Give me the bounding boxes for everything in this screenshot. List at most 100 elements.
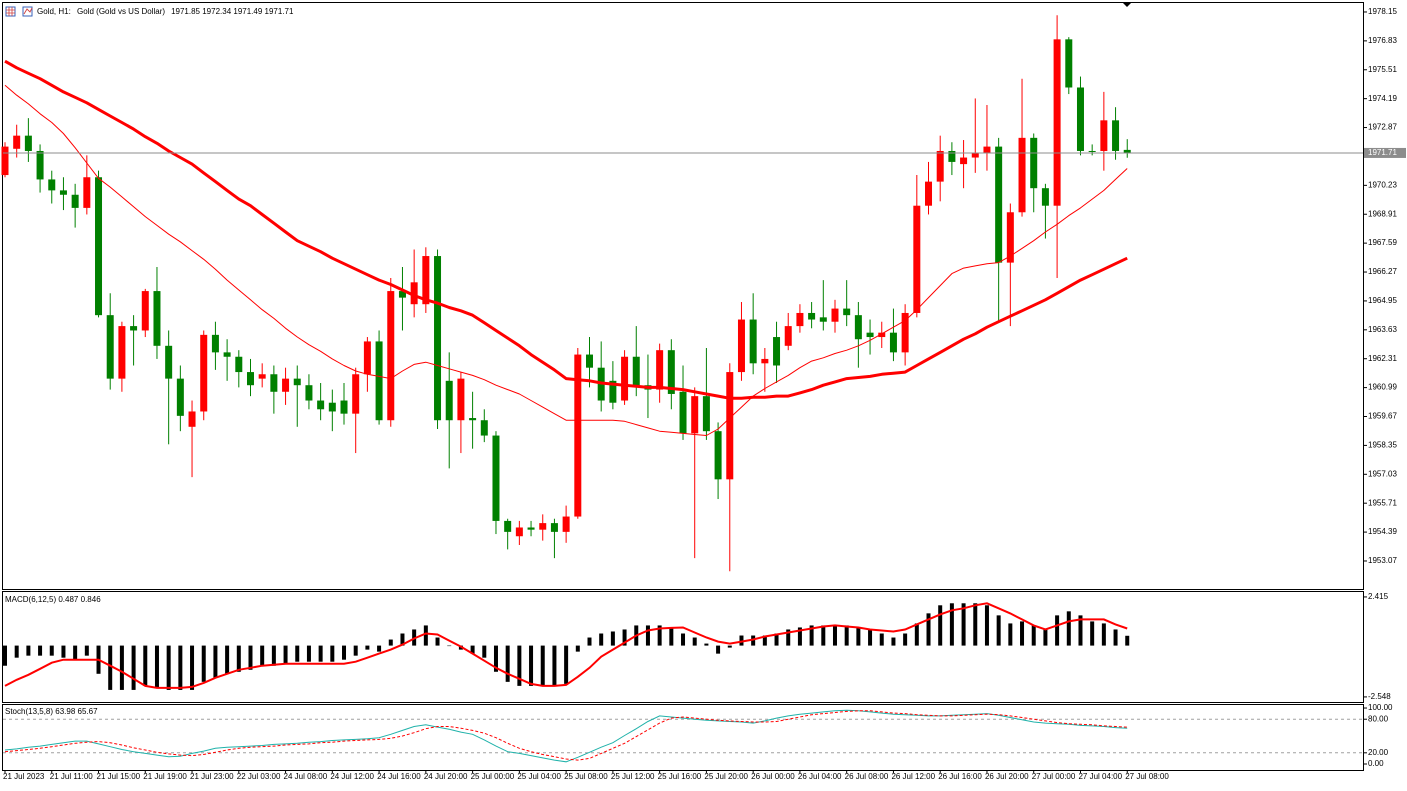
candle-body — [808, 312, 816, 320]
macd-bar — [271, 645, 276, 666]
candle-body — [410, 282, 418, 305]
candle-body — [200, 334, 208, 412]
macd-panel — [2, 591, 1364, 703]
y-tick-label: -2.548 — [1368, 692, 1391, 701]
x-tick-label: 21 Jul 11:00 — [50, 772, 94, 781]
moving-average — [4, 84, 1128, 436]
x-tick-label: 25 Jul 20:00 — [704, 772, 748, 781]
candle-body — [445, 380, 453, 421]
macd-bar — [166, 645, 171, 690]
candle-body — [1, 146, 9, 176]
candle-body — [36, 150, 44, 180]
x-tick-label: 27 Jul 00:00 — [1032, 772, 1076, 781]
macd-bar — [610, 631, 615, 646]
x-tick-label: 24 Jul 08:00 — [284, 772, 328, 781]
macd-bar — [3, 645, 7, 666]
signal-value: 0.846 — [81, 595, 102, 604]
candle-body — [562, 516, 570, 532]
macd-bar — [844, 625, 849, 646]
y-tick-label: 0.00 — [1368, 759, 1384, 768]
macd-bar — [26, 645, 31, 656]
y-tick-label: 1967.59 — [1368, 238, 1397, 247]
y-tick-label: 1954.39 — [1368, 527, 1397, 536]
macd-bar — [903, 633, 908, 646]
candle-body — [328, 402, 336, 412]
y-tick-label: 80.00 — [1368, 714, 1389, 723]
macd-bar — [704, 643, 709, 646]
candle-body — [913, 205, 921, 313]
macd-title: MACD(6,12,5) — [5, 595, 56, 604]
candle-body — [527, 527, 535, 530]
candle-body — [188, 411, 196, 427]
candle-body — [714, 431, 722, 480]
y-tick-label: 1966.27 — [1368, 267, 1397, 276]
macd-bar — [926, 613, 931, 646]
candle-body — [165, 345, 173, 379]
macd-bar — [529, 645, 534, 686]
macd-bar — [1101, 623, 1106, 646]
macd-bar — [178, 645, 183, 690]
stoch-panel — [2, 704, 1364, 771]
macd-signal — [4, 602, 1128, 689]
macd-bar — [283, 645, 288, 664]
candle-body — [48, 179, 56, 191]
macd-bar — [622, 629, 627, 646]
macd-bar — [306, 645, 311, 662]
x-tick-label: 24 Jul 16:00 — [377, 772, 421, 781]
x-tick-label: 25 Jul 12:00 — [611, 772, 655, 781]
candle-body — [270, 374, 278, 392]
macd-bar — [14, 645, 19, 658]
candle-body — [211, 334, 219, 353]
macd-bar — [575, 645, 580, 652]
candle-body — [71, 194, 79, 208]
candle-body — [1076, 87, 1084, 151]
candle-body — [679, 391, 687, 434]
macd-bar — [949, 603, 954, 646]
macd-bar — [984, 605, 989, 646]
candle-body — [387, 291, 395, 421]
x-tick-label: 26 Jul 04:00 — [798, 772, 842, 781]
macd-bar — [891, 637, 896, 646]
macd-bar — [482, 645, 487, 658]
x-tick-label: 26 Jul 16:00 — [938, 772, 982, 781]
y-tick-label: 1976.83 — [1368, 36, 1397, 45]
macd-bar — [201, 645, 206, 682]
macd-bar — [236, 645, 241, 672]
header: Gold, H1: Gold (Gold vs US Dollar) 1971.8… — [37, 7, 294, 16]
macd-value: 0.487 — [58, 595, 79, 604]
macd-bar — [1078, 615, 1083, 646]
macd-bar — [645, 625, 650, 646]
candle-body — [656, 350, 664, 390]
macd-bar — [809, 625, 814, 646]
candle-body — [960, 157, 968, 165]
macd-bar — [295, 645, 300, 662]
x-tick-label: 27 Jul 04:00 — [1078, 772, 1122, 781]
candle-body — [983, 146, 991, 154]
y-tick-label: 1955.71 — [1368, 498, 1397, 507]
candle-body — [398, 291, 406, 298]
candle-body — [141, 291, 149, 331]
candle-body — [282, 378, 290, 392]
macd-bar — [762, 635, 767, 646]
candle-body — [24, 135, 32, 151]
macd-bar — [587, 637, 592, 646]
candle-body — [434, 256, 442, 421]
macd-bar — [400, 633, 405, 646]
macd-bar — [797, 627, 802, 646]
macd-bar — [1020, 621, 1025, 646]
candle-body — [550, 523, 558, 532]
candle-body — [796, 312, 804, 327]
macd-bar — [564, 645, 569, 684]
price-label-box — [1364, 147, 1406, 158]
macd-bar — [353, 645, 358, 656]
macd-bar — [365, 645, 370, 650]
low-value: 1971.49 — [233, 7, 262, 16]
macd-bar — [961, 603, 966, 646]
candle-body — [235, 356, 243, 373]
macd-bar — [1125, 635, 1130, 646]
candle-body — [889, 332, 897, 353]
candle-body — [831, 308, 839, 322]
candle-body — [1053, 39, 1061, 206]
